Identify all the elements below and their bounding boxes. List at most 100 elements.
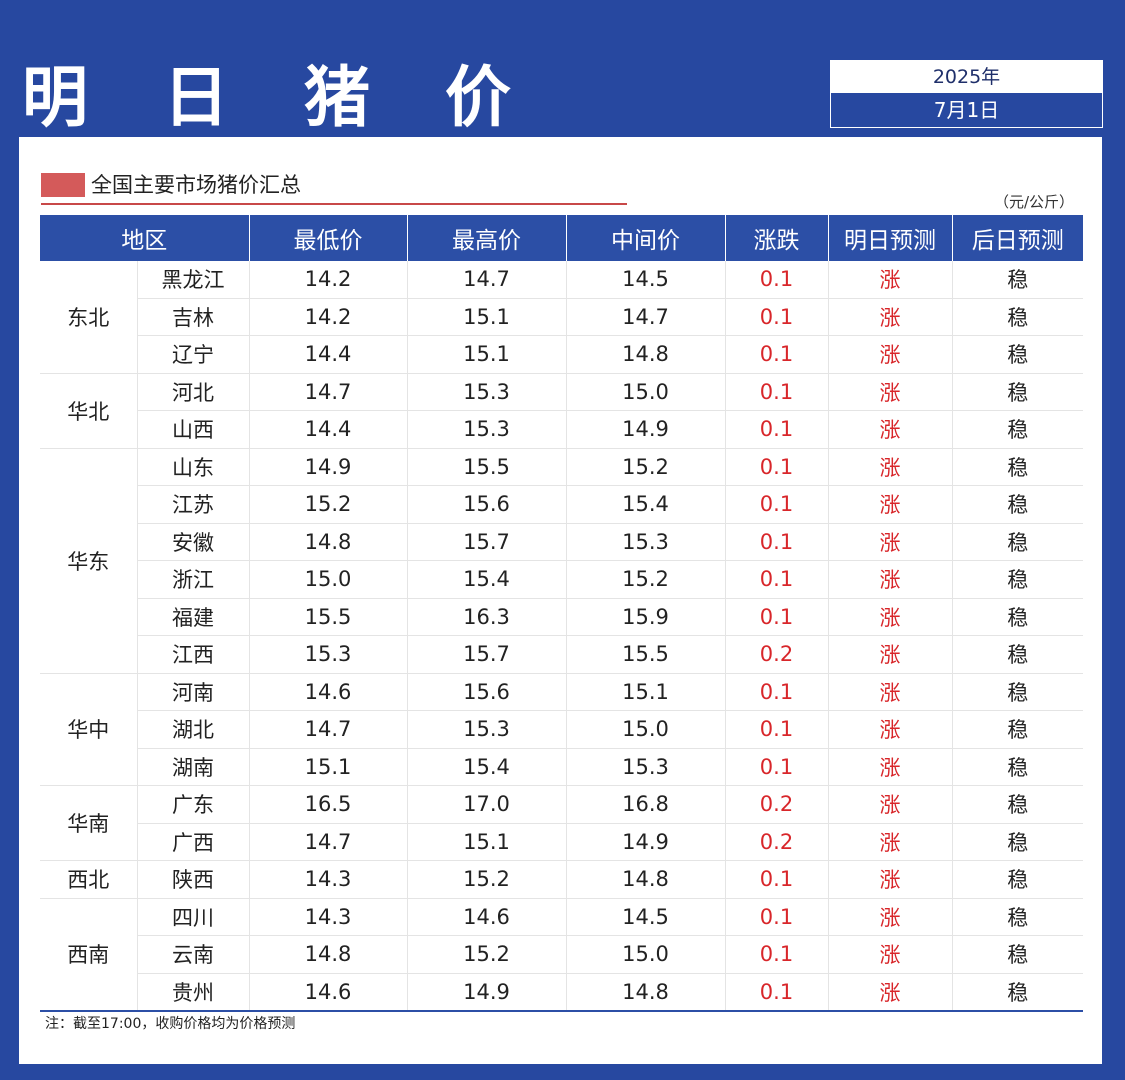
- province-cell: 山西: [137, 410, 250, 449]
- tomorrow-forecast-cell: 涨: [828, 935, 953, 974]
- day-after-forecast-cell: 稳: [952, 748, 1083, 786]
- max-price-cell: 15.3: [407, 710, 567, 749]
- table-row: 东北 黑龙江 14.2 14.7 14.5 0.1 涨稳: [40, 261, 1083, 374]
- mid-price-cell: 14.8: [566, 860, 726, 899]
- change-cell: 0.1: [725, 710, 829, 749]
- section-underline: [41, 203, 627, 205]
- change-cell: 0.1: [725, 410, 829, 449]
- change-cell: 0.1: [725, 335, 829, 374]
- max-price-cell: 15.4: [407, 748, 567, 786]
- max-price-cell: 15.5: [407, 448, 567, 486]
- unit-label: （元/公斤）: [993, 193, 1074, 211]
- min-price-cell: 14.8: [249, 935, 408, 974]
- min-price-cell: 14.7: [249, 373, 408, 411]
- mid-price-cell: 14.9: [566, 410, 726, 449]
- mid-price-cell: 15.0: [566, 935, 726, 974]
- province-cell: 浙江: [137, 560, 250, 599]
- column-header: 中间价: [566, 215, 726, 261]
- mid-price-cell: 15.9: [566, 598, 726, 636]
- tomorrow-forecast-cell: 涨: [828, 560, 953, 599]
- min-price-cell: 14.7: [249, 710, 408, 749]
- change-cell: 0.1: [725, 560, 829, 599]
- min-price-cell: 14.4: [249, 410, 408, 449]
- province-cell: 江苏: [137, 485, 250, 524]
- tomorrow-forecast-cell: 涨: [828, 635, 953, 674]
- change-cell: 0.1: [725, 748, 829, 786]
- max-price-cell: 15.4: [407, 560, 567, 599]
- min-price-cell: 15.5: [249, 598, 408, 636]
- tomorrow-forecast-cell: 涨: [828, 785, 953, 824]
- max-price-cell: 16.3: [407, 598, 567, 636]
- date-box: 2025年 7月1日: [830, 60, 1103, 128]
- province-cell: 江西: [137, 635, 250, 674]
- column-header: 明日预测: [828, 215, 953, 261]
- content-panel: 全国主要市场猪价汇总 （元/公斤） 地区 最低价 最高价 中间价 涨跌 明日预测…: [19, 137, 1102, 1064]
- day-after-forecast-cell: 稳: [952, 635, 1083, 674]
- tomorrow-forecast-cell: 涨: [828, 748, 953, 786]
- column-header: 涨跌: [725, 215, 829, 261]
- province-cell: 安徽: [137, 523, 250, 561]
- tomorrow-forecast-cell: 涨: [828, 973, 953, 1012]
- max-price-cell: 15.1: [407, 335, 567, 374]
- province-cell: 陕西: [137, 860, 250, 899]
- day-after-forecast-cell: 稳: [952, 560, 1083, 599]
- tomorrow-forecast-cell: 涨: [828, 485, 953, 524]
- region-cell: 华北: [40, 373, 138, 449]
- table-body: 东北 黑龙江 14.2 14.7 14.5 0.1 涨稳吉林 14.2 15.1 14.7 0.1 涨…: [40, 261, 1083, 1012]
- section-title: 全国主要市场猪价汇总: [91, 173, 301, 197]
- province-cell: 湖南: [137, 748, 250, 786]
- province-cell: 广东: [137, 785, 250, 824]
- max-price-cell: 15.7: [407, 523, 567, 561]
- day-after-forecast-cell: 稳: [952, 448, 1083, 486]
- tomorrow-forecast-cell: 涨: [828, 335, 953, 374]
- min-price-cell: 14.7: [249, 823, 408, 861]
- date-year: 2025年: [831, 61, 1102, 93]
- column-header: 后日预测: [952, 215, 1083, 261]
- day-after-forecast-cell: 稳: [952, 598, 1083, 636]
- day-after-forecast-cell: 稳: [952, 785, 1083, 824]
- table-row: 江苏 15.2 15.6 15.4 0.1 涨稳: [40, 485, 1083, 524]
- change-cell: 0.1: [725, 523, 829, 561]
- day-after-forecast-cell: 稳: [952, 523, 1083, 561]
- tomorrow-forecast-cell: 涨: [828, 898, 953, 936]
- mid-price-cell: 15.5: [566, 635, 726, 674]
- province-cell: 河南: [137, 673, 250, 711]
- mid-price-cell: 15.4: [566, 485, 726, 524]
- day-after-forecast-cell: 稳: [952, 335, 1083, 374]
- region-cell: 华中: [40, 673, 138, 786]
- day-after-forecast-cell: 稳: [952, 935, 1083, 974]
- region-cell: 西南: [40, 898, 138, 1012]
- table-row: 华北 河北 14.7 15.3 15.0 0.1 涨稳: [40, 373, 1083, 449]
- region-cell: 华东: [40, 448, 138, 674]
- mid-price-cell: 15.3: [566, 523, 726, 561]
- table-row: 浙江 15.0 15.4 15.2 0.1 涨稳: [40, 560, 1083, 599]
- column-header: 最低价: [249, 215, 408, 261]
- change-cell: 0.1: [725, 673, 829, 711]
- min-price-cell: 14.3: [249, 860, 408, 899]
- mid-price-cell: 15.0: [566, 710, 726, 749]
- mid-price-cell: 14.8: [566, 973, 726, 1012]
- day-after-forecast-cell: 稳: [952, 298, 1083, 336]
- column-header: 地区: [40, 215, 250, 261]
- day-after-forecast-cell: 稳: [952, 860, 1083, 899]
- change-cell: 0.1: [725, 485, 829, 524]
- table-row: 华中 河南 14.6 15.6 15.1 0.1 涨稳: [40, 673, 1083, 786]
- province-cell: 河北: [137, 373, 250, 411]
- day-after-forecast-cell: 稳: [952, 485, 1083, 524]
- max-price-cell: 15.2: [407, 935, 567, 974]
- province-cell: 吉林: [137, 298, 250, 336]
- day-after-forecast-cell: 稳: [952, 673, 1083, 711]
- table-row: 贵州 14.6 14.9 14.8 0.1 涨稳: [40, 973, 1083, 1012]
- min-price-cell: 14.6: [249, 673, 408, 711]
- max-price-cell: 15.7: [407, 635, 567, 674]
- province-cell: 辽宁: [137, 335, 250, 374]
- province-cell: 贵州: [137, 973, 250, 1012]
- change-cell: 0.2: [725, 823, 829, 861]
- min-price-cell: 14.6: [249, 973, 408, 1012]
- tomorrow-forecast-cell: 涨: [828, 261, 953, 299]
- day-after-forecast-cell: 稳: [952, 898, 1083, 936]
- change-cell: 0.1: [725, 860, 829, 899]
- change-cell: 0.1: [725, 898, 829, 936]
- max-price-cell: 15.6: [407, 485, 567, 524]
- price-table: 地区 最低价 最高价 中间价 涨跌 明日预测 后日预测 东北 黑龙江 14.2 14.…: [40, 215, 1083, 1012]
